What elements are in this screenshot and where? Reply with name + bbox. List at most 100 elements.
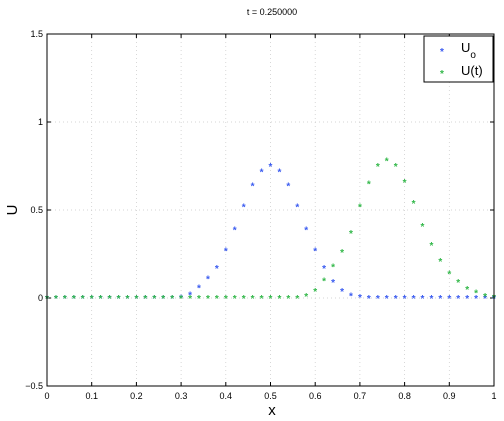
ut-data-point: *: [412, 199, 416, 210]
ut-data-point: *: [54, 294, 58, 305]
ut-data-point: *: [304, 292, 308, 303]
uo-data-point: *: [429, 294, 433, 305]
ut-data-point: *: [63, 294, 67, 305]
ut-data-point: *: [376, 162, 380, 173]
ut-data-point: *: [134, 294, 138, 305]
ut-data-point: *: [126, 294, 130, 305]
uo-data-point: *: [269, 162, 273, 173]
x-tick-label: 1: [491, 391, 496, 401]
uo-data-point: *: [277, 167, 281, 178]
ut-data-point: *: [197, 294, 201, 305]
uo-data-point: *: [349, 291, 353, 302]
uo-data-point: *: [206, 275, 210, 286]
ut-data-point: *: [456, 278, 460, 289]
plot-frame: [46, 33, 495, 387]
uo-data-point: *: [403, 294, 407, 305]
ut-data-point: *: [295, 294, 299, 305]
legend-marker-ut: *: [440, 69, 444, 80]
uo-data-point: *: [438, 294, 442, 305]
grid: [47, 34, 494, 386]
ut-data-point: *: [81, 294, 85, 305]
uo-data-point: *: [474, 294, 478, 305]
uo-data-point: *: [117, 294, 121, 305]
uo-data-point: *: [233, 225, 237, 236]
x-tick-label: 0.1: [85, 391, 98, 401]
uo-data-point: *: [197, 283, 201, 294]
y-tick-label: −0.5: [25, 381, 43, 391]
ut-data-point: *: [286, 294, 290, 305]
ut-data-point: *: [161, 294, 165, 305]
uo-data-point: *: [295, 202, 299, 213]
uo-data-point: *: [108, 294, 112, 305]
ut-data-point: *: [385, 157, 389, 168]
ut-data-point: *: [215, 294, 219, 305]
ut-data-point: *: [251, 294, 255, 305]
ut-data-point: *: [429, 241, 433, 252]
uo-data-point: *: [260, 167, 264, 178]
ut-data-point: *: [90, 294, 94, 305]
ut-data-point: *: [143, 294, 147, 305]
ut-data-point: *: [358, 202, 362, 213]
ut-data-point: *: [474, 289, 478, 300]
uo-data-point: *: [313, 246, 317, 257]
ut-data-point: *: [465, 285, 469, 296]
uo-data-point: *: [54, 294, 58, 305]
y-tick-label: 0.5: [30, 205, 43, 215]
x-tick-label: 0.3: [175, 391, 188, 401]
uo-data-point: *: [134, 294, 138, 305]
ut-data-point: *: [224, 294, 228, 305]
ut-data-point: *: [269, 294, 273, 305]
uo-data-point: *: [99, 294, 103, 305]
ut-data-point: *: [99, 294, 103, 305]
uo-data-point: *: [456, 294, 460, 305]
uo-data-point: *: [188, 290, 192, 301]
uo-data-point: *: [72, 294, 76, 305]
uo-data-point: *: [385, 294, 389, 305]
uo-data-point: *: [447, 294, 451, 305]
ut-data-point: *: [260, 294, 264, 305]
ut-data-point: *: [367, 180, 371, 191]
x-tick-label: 0.4: [220, 391, 233, 401]
uo-data-point: *: [63, 294, 67, 305]
ut-data-point: *: [170, 294, 174, 305]
ut-data-point: *: [394, 162, 398, 173]
uo-data-point: *: [465, 294, 469, 305]
ut-data-point: *: [421, 222, 425, 233]
y-tick-label: 1.5: [30, 29, 43, 39]
ut-data-point: *: [117, 294, 121, 305]
ut-data-point: *: [72, 294, 76, 305]
uo-data-point: *: [242, 202, 246, 213]
ut-data-point: *: [206, 294, 210, 305]
ut-data-point: *: [438, 257, 442, 268]
x-tick-label: 0.6: [309, 391, 322, 401]
x-axis-label: x: [268, 402, 276, 419]
legend-label-uo: Uo: [461, 40, 476, 61]
data-points: * * * * * * * * * * * * * * * * * * * * * * * * * * * * * * * * * * * * * * * *…: [45, 157, 496, 305]
legend-marker-uo: *: [440, 47, 444, 58]
x-tick-label: 0.8: [398, 391, 411, 401]
ut-data-point: *: [349, 229, 353, 240]
uo-data-point: *: [358, 293, 362, 304]
y-tick-label: 0: [38, 293, 43, 303]
ut-data-point: *: [340, 248, 344, 259]
legend: * Uo * U(t): [423, 35, 494, 83]
axis-ticks: 0 0.1 0.2 0.3 0.4 0.5 0.6 0.7 0.8 0.9 1−0.500.511.…: [25, 29, 496, 401]
ut-data-point: *: [108, 294, 112, 305]
ut-data-point: *: [233, 294, 237, 305]
y-tick-label: 1: [38, 117, 43, 127]
uo-data-point: *: [331, 278, 335, 289]
uo-data-point: *: [81, 294, 85, 305]
uo-data-point: *: [224, 246, 228, 257]
x-tick-label: 0.5: [264, 391, 277, 401]
uo-data-point: *: [376, 294, 380, 305]
x-tick-label: 0.9: [443, 391, 456, 401]
uo-data-point: *: [394, 294, 398, 305]
ut-data-point: *: [188, 294, 192, 305]
uo-data-point: *: [412, 294, 416, 305]
uo-data-point: *: [126, 294, 130, 305]
uo-data-point: *: [170, 294, 174, 305]
ut-data-point: *: [447, 269, 451, 280]
uo-data-point: *: [304, 225, 308, 236]
ut-data-point: *: [152, 294, 156, 305]
